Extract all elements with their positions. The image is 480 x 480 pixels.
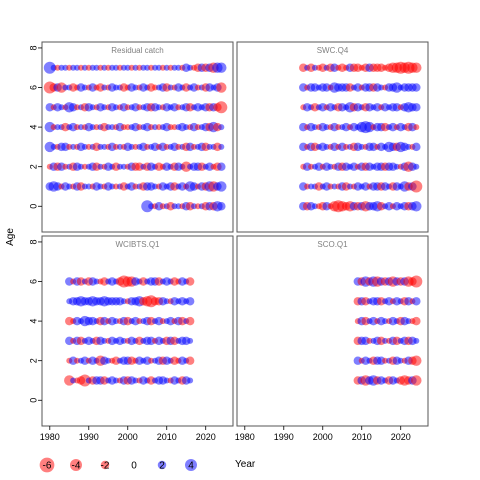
y-tick-label: 4 <box>28 319 38 324</box>
bubble <box>218 143 225 150</box>
panel-title: SWC.Q4 <box>317 46 349 55</box>
panel-frames: Residual catch SWC.Q4 WCIBTS.Q1 SCO.Q1 <box>41 41 429 427</box>
y-tick-label: 0 <box>28 398 38 403</box>
panel-frame <box>236 41 429 233</box>
legend-label: -6 <box>43 461 52 472</box>
bubble <box>216 181 227 192</box>
axis-ticks: 0 2 4 6 8 0 2 4 6 8 1980 1990 2000 2010 2020 1980 1990 20… <box>28 45 410 442</box>
x-tick-label: 1980 <box>235 432 255 442</box>
legend-bubble <box>70 459 82 471</box>
bubble <box>412 83 421 92</box>
y-axis-label: Age <box>5 228 16 246</box>
bubble <box>185 356 195 365</box>
bubble <box>413 337 420 344</box>
bubble <box>411 375 422 386</box>
bubble <box>217 202 226 211</box>
bubble <box>217 162 226 171</box>
x-tick-label: 2000 <box>118 432 138 442</box>
x-tick-label: 1980 <box>40 432 60 442</box>
x-tick-label: 1990 <box>79 432 99 442</box>
bubble <box>215 101 228 114</box>
x-tick-label: 2010 <box>352 432 372 442</box>
legend-bubble <box>157 460 167 470</box>
panel-frame <box>236 235 429 427</box>
legend-bubble <box>39 457 55 473</box>
x-tick-label: 1990 <box>274 432 294 442</box>
y-tick-label: 8 <box>28 239 38 244</box>
x-tick-label: 2000 <box>313 432 333 442</box>
panel-title: SCO.Q1 <box>317 240 348 249</box>
chart-marks <box>43 61 423 387</box>
bubble <box>411 201 422 212</box>
bubble <box>141 200 154 213</box>
legend-label: 4 <box>188 461 194 472</box>
panel-title: WCIBTS.Q1 <box>115 240 160 249</box>
bubble <box>216 62 227 73</box>
panel-frame <box>41 235 234 427</box>
bubble <box>411 62 422 73</box>
panel-frame <box>41 41 234 233</box>
y-tick-label: 0 <box>28 204 38 209</box>
bubble <box>412 316 421 326</box>
legend-label: 0 <box>131 461 137 472</box>
x-tick-label: 2020 <box>391 432 411 442</box>
legend-bubble <box>185 459 197 471</box>
bubble <box>410 180 423 193</box>
bubble <box>218 124 225 131</box>
x-tick-label: 2020 <box>196 432 216 442</box>
bubble <box>216 82 227 93</box>
bubble <box>78 374 91 387</box>
bubble <box>187 337 194 344</box>
y-tick-label: 2 <box>28 164 38 169</box>
legend-label: -2 <box>101 461 110 472</box>
y-tick-label: 6 <box>28 279 38 284</box>
bubble <box>413 163 420 170</box>
x-axis-label: Year <box>235 459 256 470</box>
x-tick-label: 2010 <box>157 432 177 442</box>
bubble <box>185 297 195 306</box>
panel-title: Residual catch <box>111 46 163 55</box>
legend: -6 -4 -2 0 2 4 <box>39 457 197 473</box>
bubble <box>412 142 421 152</box>
legend-label: 2 <box>159 461 165 472</box>
bubble <box>185 277 195 286</box>
y-tick-label: 4 <box>28 125 38 130</box>
legend-bubble <box>100 460 110 470</box>
y-tick-label: 8 <box>28 45 38 50</box>
y-tick-label: 2 <box>28 358 38 363</box>
bubble <box>413 124 420 131</box>
bubble <box>187 377 194 384</box>
bubble <box>410 275 423 288</box>
bubble <box>412 297 421 306</box>
bubble <box>412 103 421 112</box>
bubble <box>185 316 195 326</box>
bubble <box>411 355 422 366</box>
legend-label: -4 <box>72 461 81 472</box>
y-tick-label: 6 <box>28 85 38 90</box>
bubble <box>43 61 56 74</box>
